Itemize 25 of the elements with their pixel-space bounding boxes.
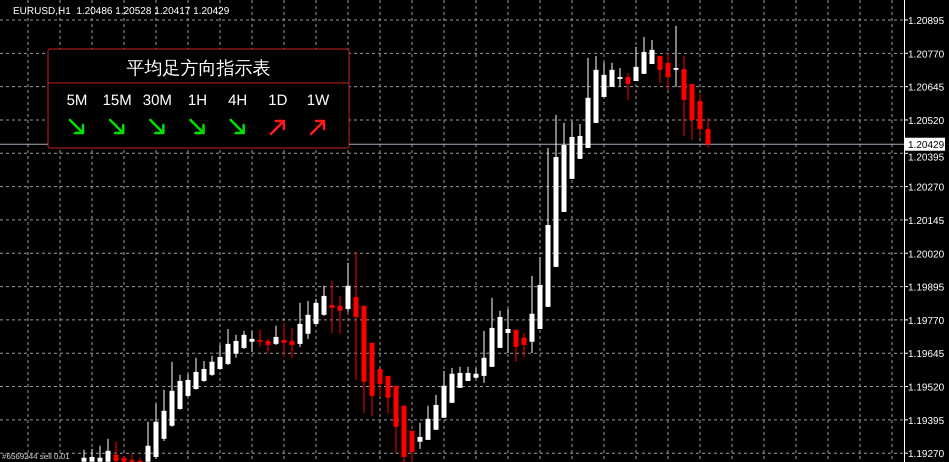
y-tick-label: 1.19520 — [908, 382, 945, 394]
y-tick-label: 1.20645 — [908, 82, 945, 94]
y-tick-label: 1.19770 — [908, 316, 945, 327]
category-label: 5M — [66, 92, 88, 109]
category-label: 1H — [188, 92, 208, 109]
y-tick-label: 1.20020 — [908, 249, 945, 260]
category-label: 1W — [306, 92, 330, 109]
ref-line-label: 1.20429 — [908, 140, 945, 152]
y-tick-label: 1.20145 — [908, 216, 945, 227]
y-tick-label: 1.20520 — [908, 116, 945, 127]
y-tick-label: 1.20270 — [908, 182, 945, 194]
category-label: 30M — [142, 92, 172, 109]
annotation: #6569244 sell 0.01 — [2, 452, 70, 461]
y-tick-label: 1.20395 — [908, 152, 945, 164]
text: 平均足方向指示表 — [126, 58, 270, 78]
category-label: 1D — [268, 92, 288, 109]
y-tick-label: 1.19645 — [908, 349, 945, 360]
category-label: 15M — [102, 92, 132, 109]
y-tick-label: 1.19395 — [908, 416, 945, 427]
category-label: 4H — [228, 92, 248, 109]
y-tick-label: 1.19895 — [908, 282, 945, 294]
text: EURUSD,H1 1.20486 1.20528 1.20417 1.20429 — [13, 6, 230, 17]
y-tick-label: 1.20770 — [908, 49, 945, 60]
y-tick-label: 1.20895 — [908, 16, 945, 27]
y-tick-label: 1.19270 — [908, 449, 945, 460]
